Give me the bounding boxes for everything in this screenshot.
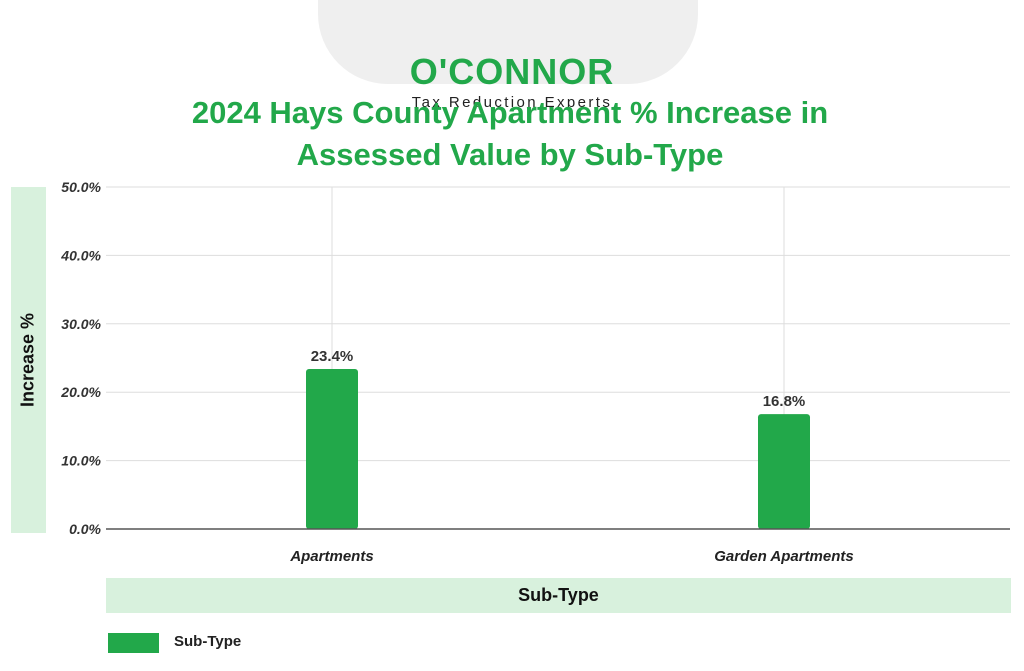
y-tick-label: 40.0% [60, 247, 101, 263]
x-tick-label: Garden Apartments [714, 548, 853, 565]
logo-tagline: Tax Reduction Experts [411, 94, 613, 111]
legend-label: Sub-Type [174, 633, 242, 650]
x-tick-label: Apartments [289, 548, 373, 565]
chart-title-line1: 2024 Hays County Apartment % Increase in [191, 95, 829, 130]
bar [306, 368, 358, 529]
y-tick-label: 50.0% [61, 179, 101, 195]
y-tick-label: 10.0% [61, 453, 101, 469]
data-label: 16.8% [763, 393, 806, 410]
data-label: 23.4% [311, 348, 354, 365]
y-axis-band [11, 187, 46, 533]
y-tick-label: 0.0% [69, 521, 101, 537]
logo: O'CONNOR [409, 51, 615, 92]
x-axis-band: Sub-Type [106, 578, 1011, 613]
y-tick-label: 30.0% [61, 316, 101, 332]
chart-title-line2: Assessed Value by Sub-Type [296, 137, 724, 172]
legend-swatch [108, 633, 159, 653]
x-axis-label: Sub-Type [518, 585, 599, 605]
logo-banner [318, 0, 698, 84]
y-tick-label: 20.0% [60, 384, 101, 400]
bar [758, 414, 810, 529]
